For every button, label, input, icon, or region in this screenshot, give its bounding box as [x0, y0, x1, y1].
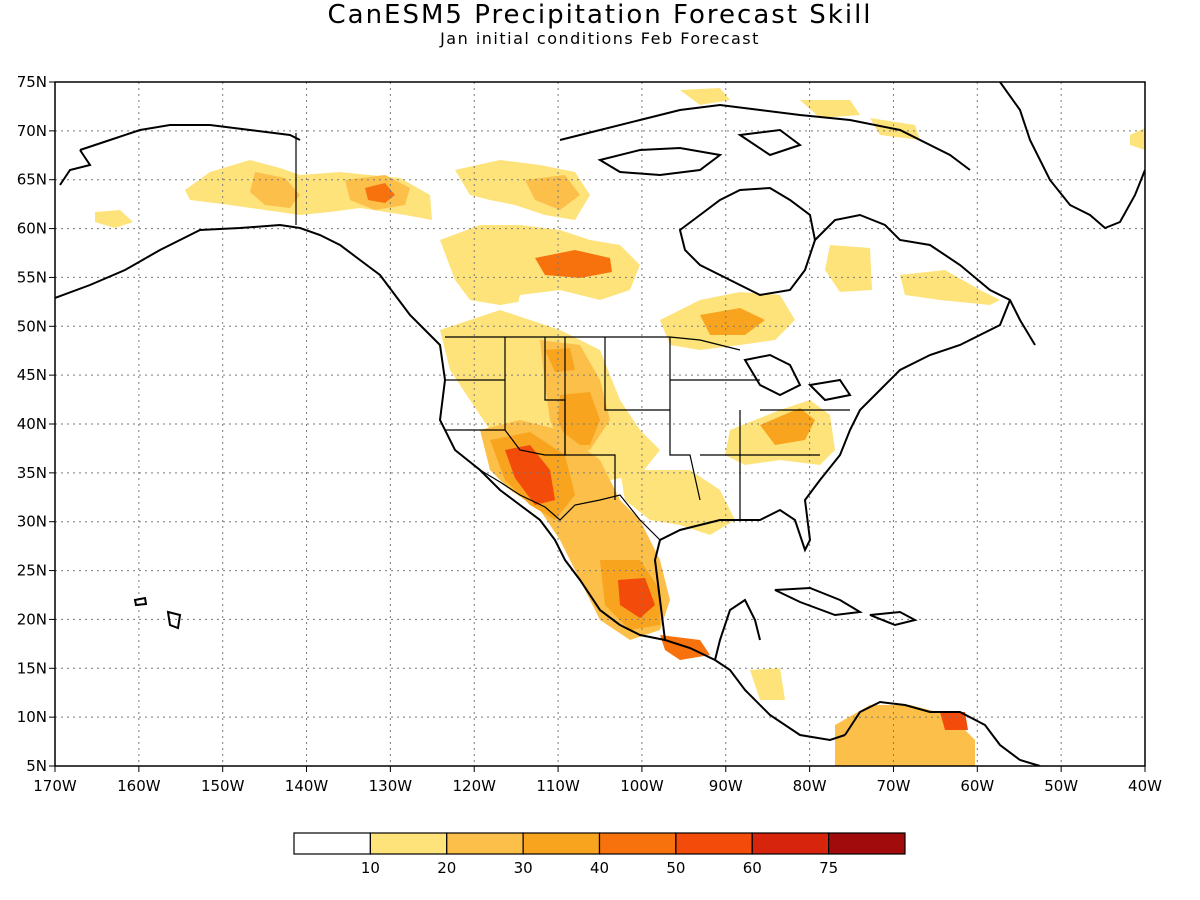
colorbar-label: 10	[361, 859, 380, 877]
x-tick-label: 50W	[1044, 777, 1078, 795]
chart-subtitle: Jan initial conditions Feb Forecast	[440, 29, 760, 48]
x-tick-label: 90W	[709, 777, 743, 795]
x-tick-label: 160W	[117, 777, 161, 795]
x-tick-label: 100W	[620, 777, 664, 795]
skill-region-mexico-core	[618, 578, 655, 618]
skill-shading	[95, 88, 1145, 766]
colorbar-label: 60	[743, 859, 762, 877]
colorbar-swatch	[828, 832, 906, 855]
skill-region-alaska-west	[95, 210, 133, 228]
y-tick-label: 35N	[17, 464, 47, 482]
colorbar-label: 40	[590, 859, 609, 877]
colorbar-swatch	[598, 832, 677, 855]
skill-region-yukon-core	[365, 183, 395, 203]
x-tick-label: 170W	[33, 777, 77, 795]
skill-region-venezuela	[940, 712, 968, 730]
y-tick-label: 50N	[17, 317, 47, 335]
colorbar: 10 20 30 40 50 60 75	[293, 832, 906, 877]
political-borders	[295, 133, 850, 541]
skill-region-quebec	[825, 245, 872, 292]
x-tick-label: 120W	[452, 777, 496, 795]
y-tick-label: 10N	[17, 708, 47, 726]
x-axis-ticks: 170W 160W 150W 140W 130W 120W 110W 100W 90W 80W 70…	[33, 766, 1162, 795]
skill-region-mexico-south	[660, 635, 710, 660]
colorbar-swatch	[369, 832, 448, 855]
colorbar-swatch	[675, 832, 753, 855]
skill-region-alaska-core	[250, 172, 300, 208]
y-tick-label: 75N	[17, 73, 47, 91]
y-tick-label: 45N	[17, 366, 47, 384]
skill-region-nwt-core	[525, 175, 580, 210]
skill-region-arizona-core	[505, 445, 555, 505]
x-tick-label: 60W	[960, 777, 994, 795]
skill-region-colorado	[558, 392, 600, 445]
skill-region-ellesmere	[800, 100, 860, 118]
y-tick-label: 40N	[17, 415, 47, 433]
colorbar-label: 75	[819, 859, 838, 877]
y-tick-label: 25N	[17, 562, 47, 580]
y-tick-label: 60N	[17, 220, 47, 238]
colorbar-label: 50	[666, 859, 685, 877]
colorbar-swatch	[446, 832, 524, 855]
y-tick-label: 55N	[17, 268, 47, 286]
skill-region-baffin	[680, 88, 730, 105]
x-tick-label: 140W	[285, 777, 329, 795]
x-tick-label: 80W	[793, 777, 827, 795]
y-tick-label: 70N	[17, 122, 47, 140]
colorbar-label: 30	[514, 859, 533, 877]
y-axis-ticks: 75N 70N 65N 60N 55N 50N 45N 40N 35N 30N 25N 20N 15N 1…	[17, 73, 55, 775]
y-tick-label: 30N	[17, 513, 47, 531]
skill-region-hudson-w	[535, 250, 612, 278]
y-tick-label: 5N	[26, 757, 47, 775]
skill-region-wyoming	[545, 348, 575, 372]
skill-region-texas	[620, 470, 735, 535]
x-tick-label: 70W	[877, 777, 911, 795]
skill-region-gap	[515, 290, 610, 330]
coastlines	[55, 82, 1145, 766]
chart-title: CanESM5 Precipitation Forecast Skill	[327, 0, 873, 30]
y-tick-label: 20N	[17, 610, 47, 628]
colorbar-swatch	[522, 832, 601, 855]
x-tick-label: 40W	[1128, 777, 1162, 795]
x-tick-label: 110W	[536, 777, 580, 795]
skill-region-colombia	[835, 705, 975, 766]
colorbar-swatch	[293, 832, 371, 855]
x-tick-label: 150W	[201, 777, 245, 795]
skill-region-greenland	[1130, 128, 1145, 150]
colorbar-label: 20	[437, 859, 456, 877]
skill-region-ohio-core	[760, 408, 815, 445]
y-tick-label: 15N	[17, 659, 47, 677]
y-tick-label: 65N	[17, 171, 47, 189]
skill-region-labrador	[900, 270, 1000, 305]
skill-region-central-am	[750, 668, 785, 700]
colorbar-swatch	[751, 832, 830, 855]
x-tick-label: 130W	[369, 777, 413, 795]
skill-region-ontario-core	[700, 308, 765, 335]
